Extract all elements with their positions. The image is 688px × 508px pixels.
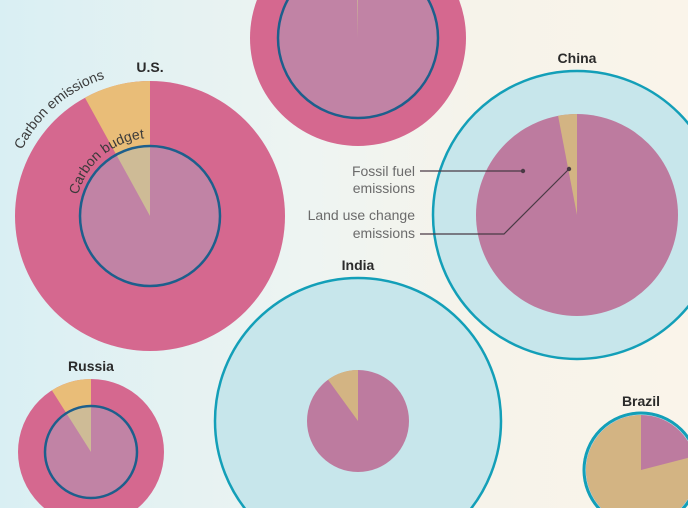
- budget-circle: [78, 144, 222, 288]
- fossil-fuel-label-1: Fossil fuel: [352, 163, 415, 179]
- land-use-wedge: [357, 0, 358, 38]
- fossil-connector-dot: [520, 168, 526, 174]
- budget-ring: [582, 411, 688, 508]
- land-use-connector-line: [420, 168, 570, 235]
- land-use-connector-dot: [566, 166, 572, 172]
- country-label-brazil: Brazil: [622, 393, 660, 409]
- country-circles: [15, 0, 688, 508]
- land-use-wedge: [51, 379, 91, 452]
- country-group: [213, 276, 503, 508]
- land-use-wedge: [586, 415, 688, 508]
- country-label-india: India: [342, 257, 375, 273]
- land-use-label-1: Land use change: [308, 207, 416, 223]
- country-group: [250, 0, 466, 146]
- country-label-us: U.S.: [136, 59, 163, 75]
- country-group: [15, 81, 285, 351]
- emissions-pie: [250, 0, 466, 146]
- budget-circle: [43, 404, 139, 500]
- land-use-wedge: [328, 370, 358, 421]
- country-group: [582, 411, 688, 508]
- country-label-russia: Russia: [68, 358, 114, 374]
- country-group: [18, 379, 164, 508]
- budget-circle: [276, 0, 440, 120]
- land-use-wedge: [558, 114, 577, 215]
- land-use-wedge: [84, 81, 150, 216]
- country-label-china: China: [558, 50, 597, 66]
- fossil-fuel-label-2: emissions: [353, 180, 415, 196]
- country-group: [431, 69, 688, 361]
- annotation-connectors: [420, 166, 572, 235]
- land-use-label-2: emissions: [353, 225, 415, 241]
